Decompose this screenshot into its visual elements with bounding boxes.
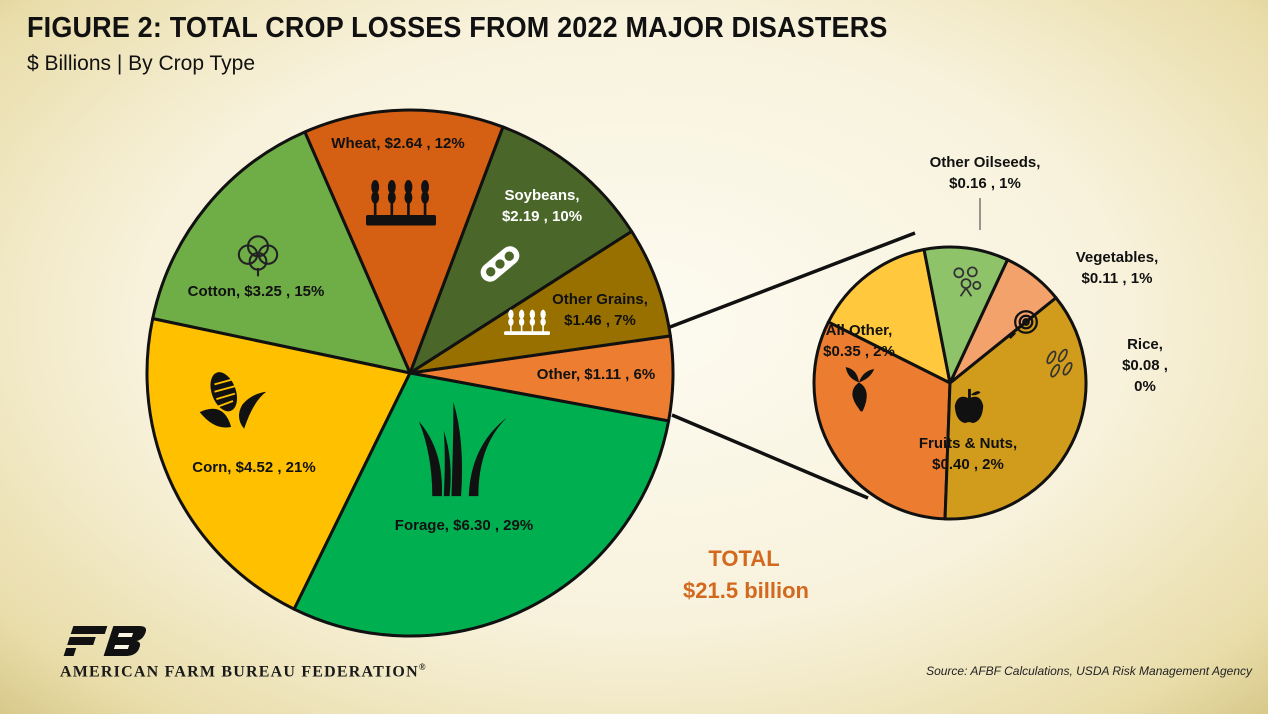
source-note: Source: AFBF Calculations, USDA Risk Man… [926, 664, 1252, 678]
connector-bottom [671, 413, 869, 500]
label-soybeans: Soybeans, $2.19 , 10% [502, 187, 582, 225]
label-forage: Forage, $6.30 , 29% [395, 517, 533, 534]
connector-top [669, 231, 916, 329]
afbf-logo [63, 626, 147, 656]
label-other-grains: Other Grains, $1.46 , 7% [552, 291, 648, 329]
label-vegetables: Vegetables, $0.11 , 1% [1076, 249, 1159, 287]
slice-labels: Wheat, $2.64 , 12% Soybeans, $2.19 , 10% … [188, 135, 1168, 534]
label-wheat: Wheat, $2.64 , 12% [331, 135, 464, 152]
slice-soybeans [408, 125, 634, 375]
total-value: $21.5 billion [683, 578, 809, 603]
slice-other-oilseeds [826, 248, 952, 385]
total-label: TOTAL [708, 546, 779, 571]
label-other: Other, $1.11 , 6% [537, 366, 655, 383]
label-fruits-nuts: Fruits & Nuts, $0.40 , 2% [919, 435, 1017, 473]
slice-wheat [303, 108, 505, 375]
chart-subtitle: $ Billions | By Crop Type [27, 52, 256, 75]
label-rice: Rice, $0.08 , 0% [1122, 336, 1168, 395]
label-corn: Corn, $4.52 , 21% [192, 459, 315, 476]
breakdown-pie [812, 245, 1088, 521]
slice-forage [292, 371, 671, 638]
chart-title: FIGURE 2: TOTAL CROP LOSSES FROM 2022 MA… [27, 12, 888, 44]
label-other-oilseeds: Other Oilseeds, $0.16 , 1% [930, 154, 1041, 192]
organization-name: AMERICAN FARM BUREAU FEDERATION® [60, 662, 427, 681]
slice-other-grains [408, 229, 672, 375]
slice-vegetables [922, 245, 1009, 385]
label-all-other: All Other, $0.35 , 2% [823, 322, 895, 360]
pie-connector-lines [669, 231, 916, 500]
slice-cotton [151, 130, 412, 375]
label-cotton: Cotton, $3.25 , 15% [188, 283, 325, 300]
registered-mark: ® [418, 662, 427, 672]
